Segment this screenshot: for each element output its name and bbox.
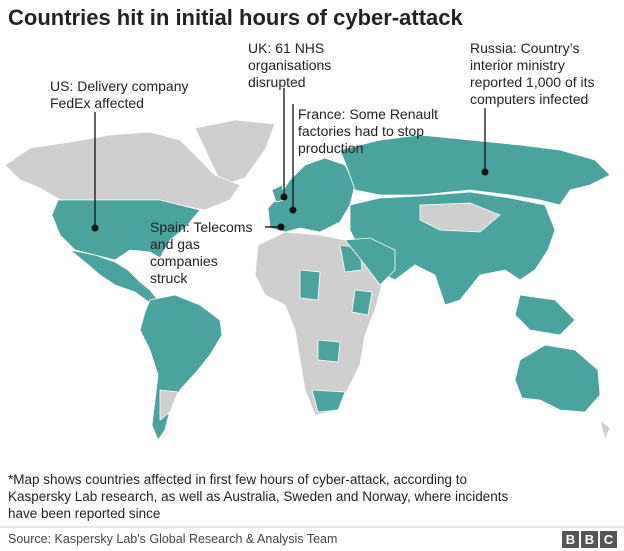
logo: B B C	[562, 531, 617, 548]
logo-box	[581, 531, 598, 548]
annotation: US: Delivery company	[50, 78, 189, 94]
annotation: disrupted	[248, 74, 306, 90]
annotation: interior ministry	[470, 57, 565, 73]
leader-lines	[91, 88, 489, 232]
annotation: companies	[150, 253, 218, 269]
annotations: US: Delivery company FedEx affected UK: …	[50, 40, 595, 286]
annotation: and gas	[150, 236, 200, 252]
logo-box	[562, 531, 579, 548]
annotation: organisations	[248, 57, 331, 73]
annotation: factories had to stop	[298, 123, 424, 139]
annotation: production	[298, 140, 363, 156]
annotation: computers infected	[470, 91, 588, 107]
logo-letter: B	[585, 532, 594, 547]
annotation: FedEx affected	[50, 95, 144, 111]
logo-box	[600, 531, 617, 548]
annotation: Spain: Telecoms	[150, 219, 252, 235]
footnote: *Map shows countries affected in first f…	[8, 472, 467, 487]
annotation: France: Some Renault	[298, 106, 438, 122]
title: Countries hit in initial hours of cyber-…	[8, 5, 463, 30]
footnote: have been reported since	[8, 506, 160, 521]
annotation: UK: 61 NHS	[248, 40, 324, 56]
annotation: Russia: Country’s	[470, 40, 579, 56]
annotation: reported 1,000 of its	[470, 74, 595, 90]
logo-letter: C	[604, 532, 614, 547]
logo-letter: B	[566, 532, 575, 547]
annotation: struck	[150, 270, 188, 286]
world-map	[4, 119, 611, 442]
source: Source: Kaspersky Lab's Global Research …	[8, 532, 337, 546]
footnote: Kaspersky Lab research, as well as Austr…	[8, 489, 509, 504]
